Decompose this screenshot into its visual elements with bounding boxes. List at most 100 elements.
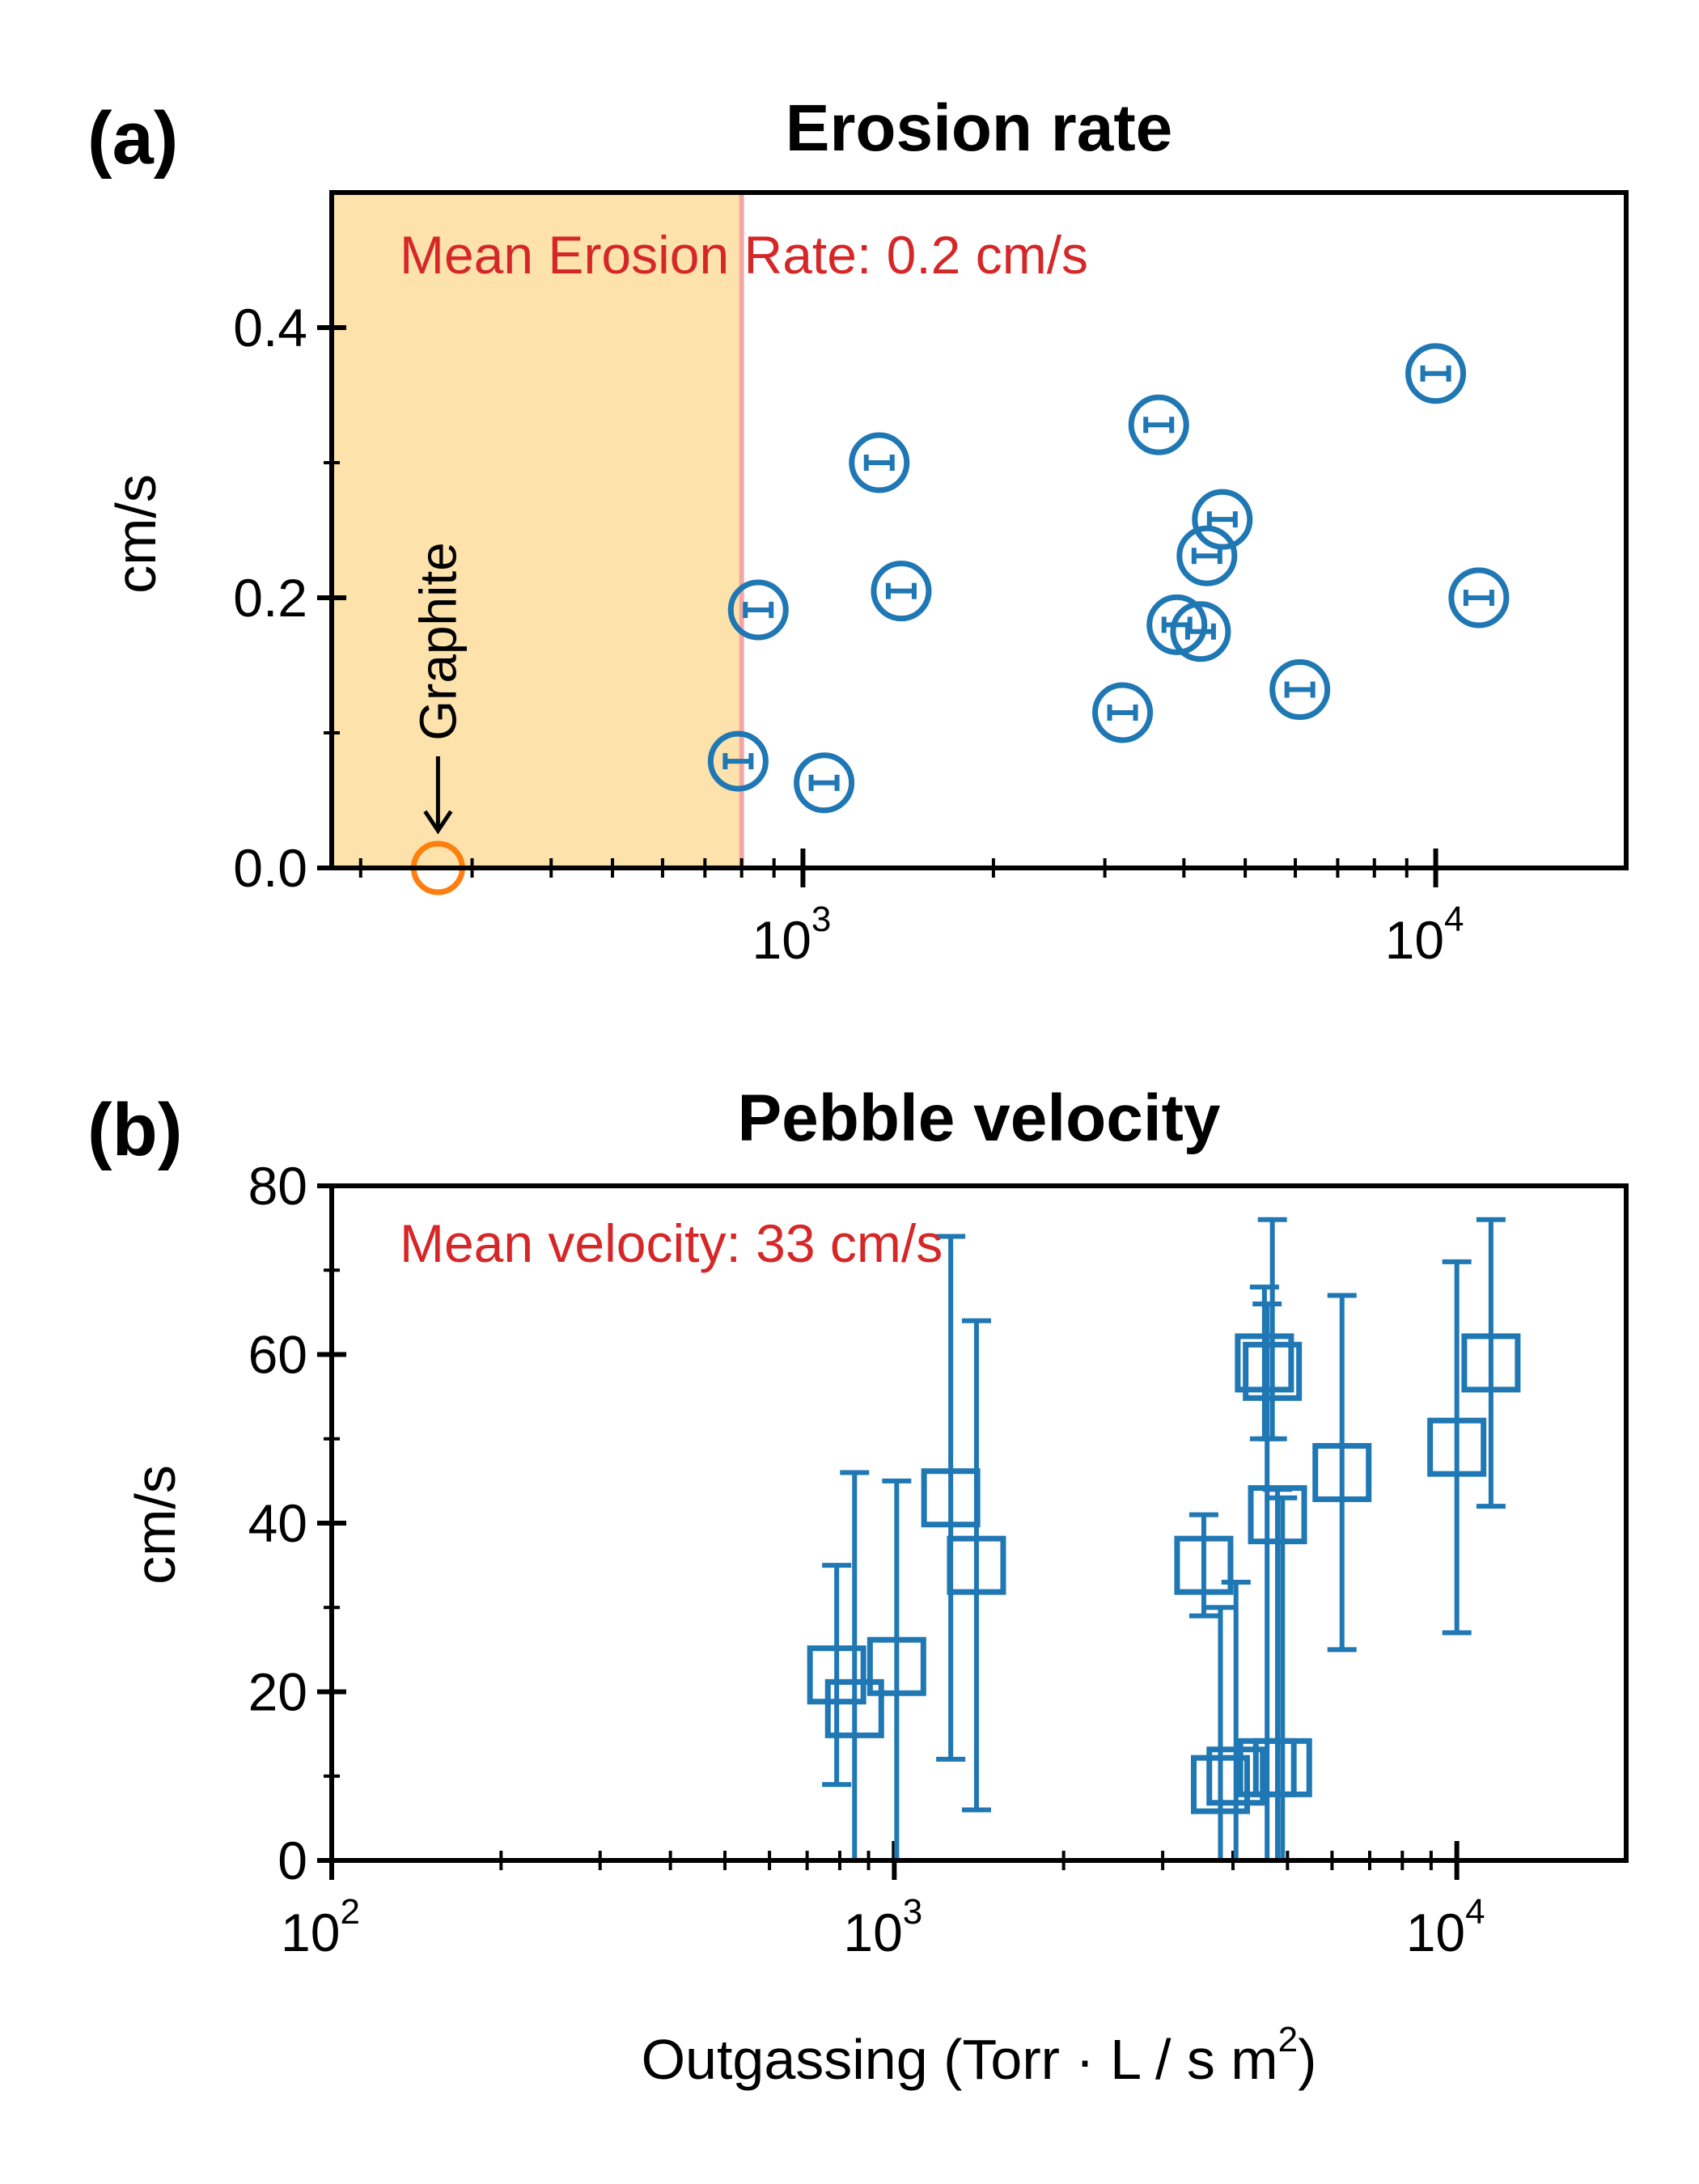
data-point <box>727 579 789 641</box>
data-point <box>947 1318 1006 1813</box>
data-point-square <box>1243 1341 1303 1401</box>
data-point-circle <box>849 432 910 493</box>
x-tick-exponent: 3 <box>903 1892 922 1932</box>
panel-a-shaded-region <box>332 193 744 868</box>
data-point-square <box>1252 1737 1312 1797</box>
data-point <box>1427 1259 1487 1636</box>
data-point-circle <box>1092 682 1154 743</box>
y-tick-label: 20 <box>248 1662 307 1722</box>
x-tick-label: 104 <box>1385 899 1464 970</box>
panel-b-data-points <box>807 1217 1521 1860</box>
x-tick-exponent: 4 <box>1444 899 1464 939</box>
data-point <box>1269 659 1331 721</box>
data-point-circle <box>871 561 932 622</box>
panel-a-data-points <box>707 343 1510 814</box>
data-point <box>1128 394 1189 455</box>
shaded-region <box>332 193 742 868</box>
y-tick-label: 0.4 <box>233 298 307 358</box>
data-point-square <box>1427 1417 1487 1477</box>
data-point-circle <box>1405 343 1467 404</box>
x-tick-base: 10 <box>1406 1903 1465 1962</box>
x-tick-label: 102 <box>281 1892 360 1962</box>
data-point <box>1405 343 1467 404</box>
xlabel-superscript: 2 <box>1278 2020 1298 2059</box>
data-point-circle <box>727 579 789 641</box>
x-tick-label: 104 <box>1406 1892 1485 1962</box>
panel-b-frame <box>329 1183 1629 1863</box>
data-point <box>866 1478 926 1860</box>
data-point <box>707 730 769 792</box>
data-point <box>1252 1495 1312 1860</box>
graphite-arrow-head <box>423 810 453 835</box>
data-point <box>807 1563 866 1788</box>
data-point <box>849 432 910 493</box>
data-point-circle <box>1192 489 1253 550</box>
data-point <box>1206 1579 1266 1860</box>
data-point-square <box>1206 1746 1266 1806</box>
y-tick-label: 80 <box>248 1156 307 1216</box>
data-point <box>871 561 932 622</box>
x-tick-base: 10 <box>281 1903 340 1962</box>
data-point-circle <box>1448 567 1510 629</box>
panel-b-ylabel: cm/s <box>124 1465 187 1585</box>
data-point-circle <box>1170 601 1231 662</box>
y-tick-label: 0.0 <box>233 838 307 898</box>
data-point <box>1092 682 1154 743</box>
x-tick-label: 103 <box>843 1892 922 1962</box>
y-tick-label: 0.2 <box>233 568 307 628</box>
panel-a-mean-annotation: Mean Erosion Rate: 0.2 cm/s <box>400 225 1088 285</box>
data-point-square <box>1235 1333 1294 1393</box>
data-point <box>1174 1512 1234 1619</box>
data-point <box>1192 489 1253 550</box>
panel-a-ylabel: cm/s <box>104 474 167 594</box>
x-tick-base: 10 <box>752 910 811 970</box>
x-tick-label: 103 <box>752 899 832 970</box>
panel-a-label: (a) <box>87 97 178 180</box>
data-point-circle <box>1269 659 1331 721</box>
data-point <box>1170 601 1231 662</box>
panel-b-axis-ticks <box>317 1183 1460 1880</box>
data-point-square <box>1312 1442 1372 1502</box>
data-point-circle <box>1176 525 1238 586</box>
data-point-square <box>866 1636 926 1696</box>
y-tick-label: 60 <box>248 1325 307 1385</box>
data-point-circle <box>707 730 769 792</box>
data-point-square <box>1190 1754 1250 1814</box>
x-tick-exponent: 2 <box>340 1892 359 1932</box>
x-tick-base: 10 <box>843 1903 902 1962</box>
graphite-label: Graphite <box>409 542 467 740</box>
data-point-circle <box>794 752 855 814</box>
data-point <box>1248 1485 1307 1860</box>
panel-b-label: (b) <box>87 1089 182 1171</box>
x-tick-base: 10 <box>1385 910 1444 970</box>
data-point <box>794 752 855 814</box>
panel-a-title: Erosion rate <box>786 91 1172 165</box>
panel-a-graphite-annotation: Graphite <box>409 542 467 895</box>
data-point <box>1243 1217 1303 1441</box>
data-point <box>824 1470 884 1860</box>
data-point-square <box>824 1678 884 1738</box>
data-point-circle <box>1128 394 1189 455</box>
data-point <box>1190 1605 1250 1860</box>
data-point <box>1461 1217 1521 1509</box>
xlabel-main: Outgassing (Torr · L / s m <box>642 2028 1278 2091</box>
panel-b-xlabel: Outgassing (Torr · L / s m2) <box>642 2020 1317 2091</box>
data-point <box>1448 567 1510 629</box>
data-point-square <box>807 1645 866 1705</box>
data-point-square <box>1174 1535 1234 1595</box>
x-tick-exponent: 3 <box>811 899 831 939</box>
xlabel-end: ) <box>1298 2028 1316 2091</box>
data-point-square <box>1248 1485 1307 1545</box>
x-tick-exponent: 4 <box>1465 1892 1485 1932</box>
panel-a-frame <box>329 190 1629 870</box>
data-point-square <box>947 1535 1006 1595</box>
data-point-square <box>1461 1333 1521 1393</box>
data-point <box>1176 525 1238 586</box>
data-point-circle <box>1146 594 1208 655</box>
panel-b-title: Pebble velocity <box>737 1081 1220 1155</box>
